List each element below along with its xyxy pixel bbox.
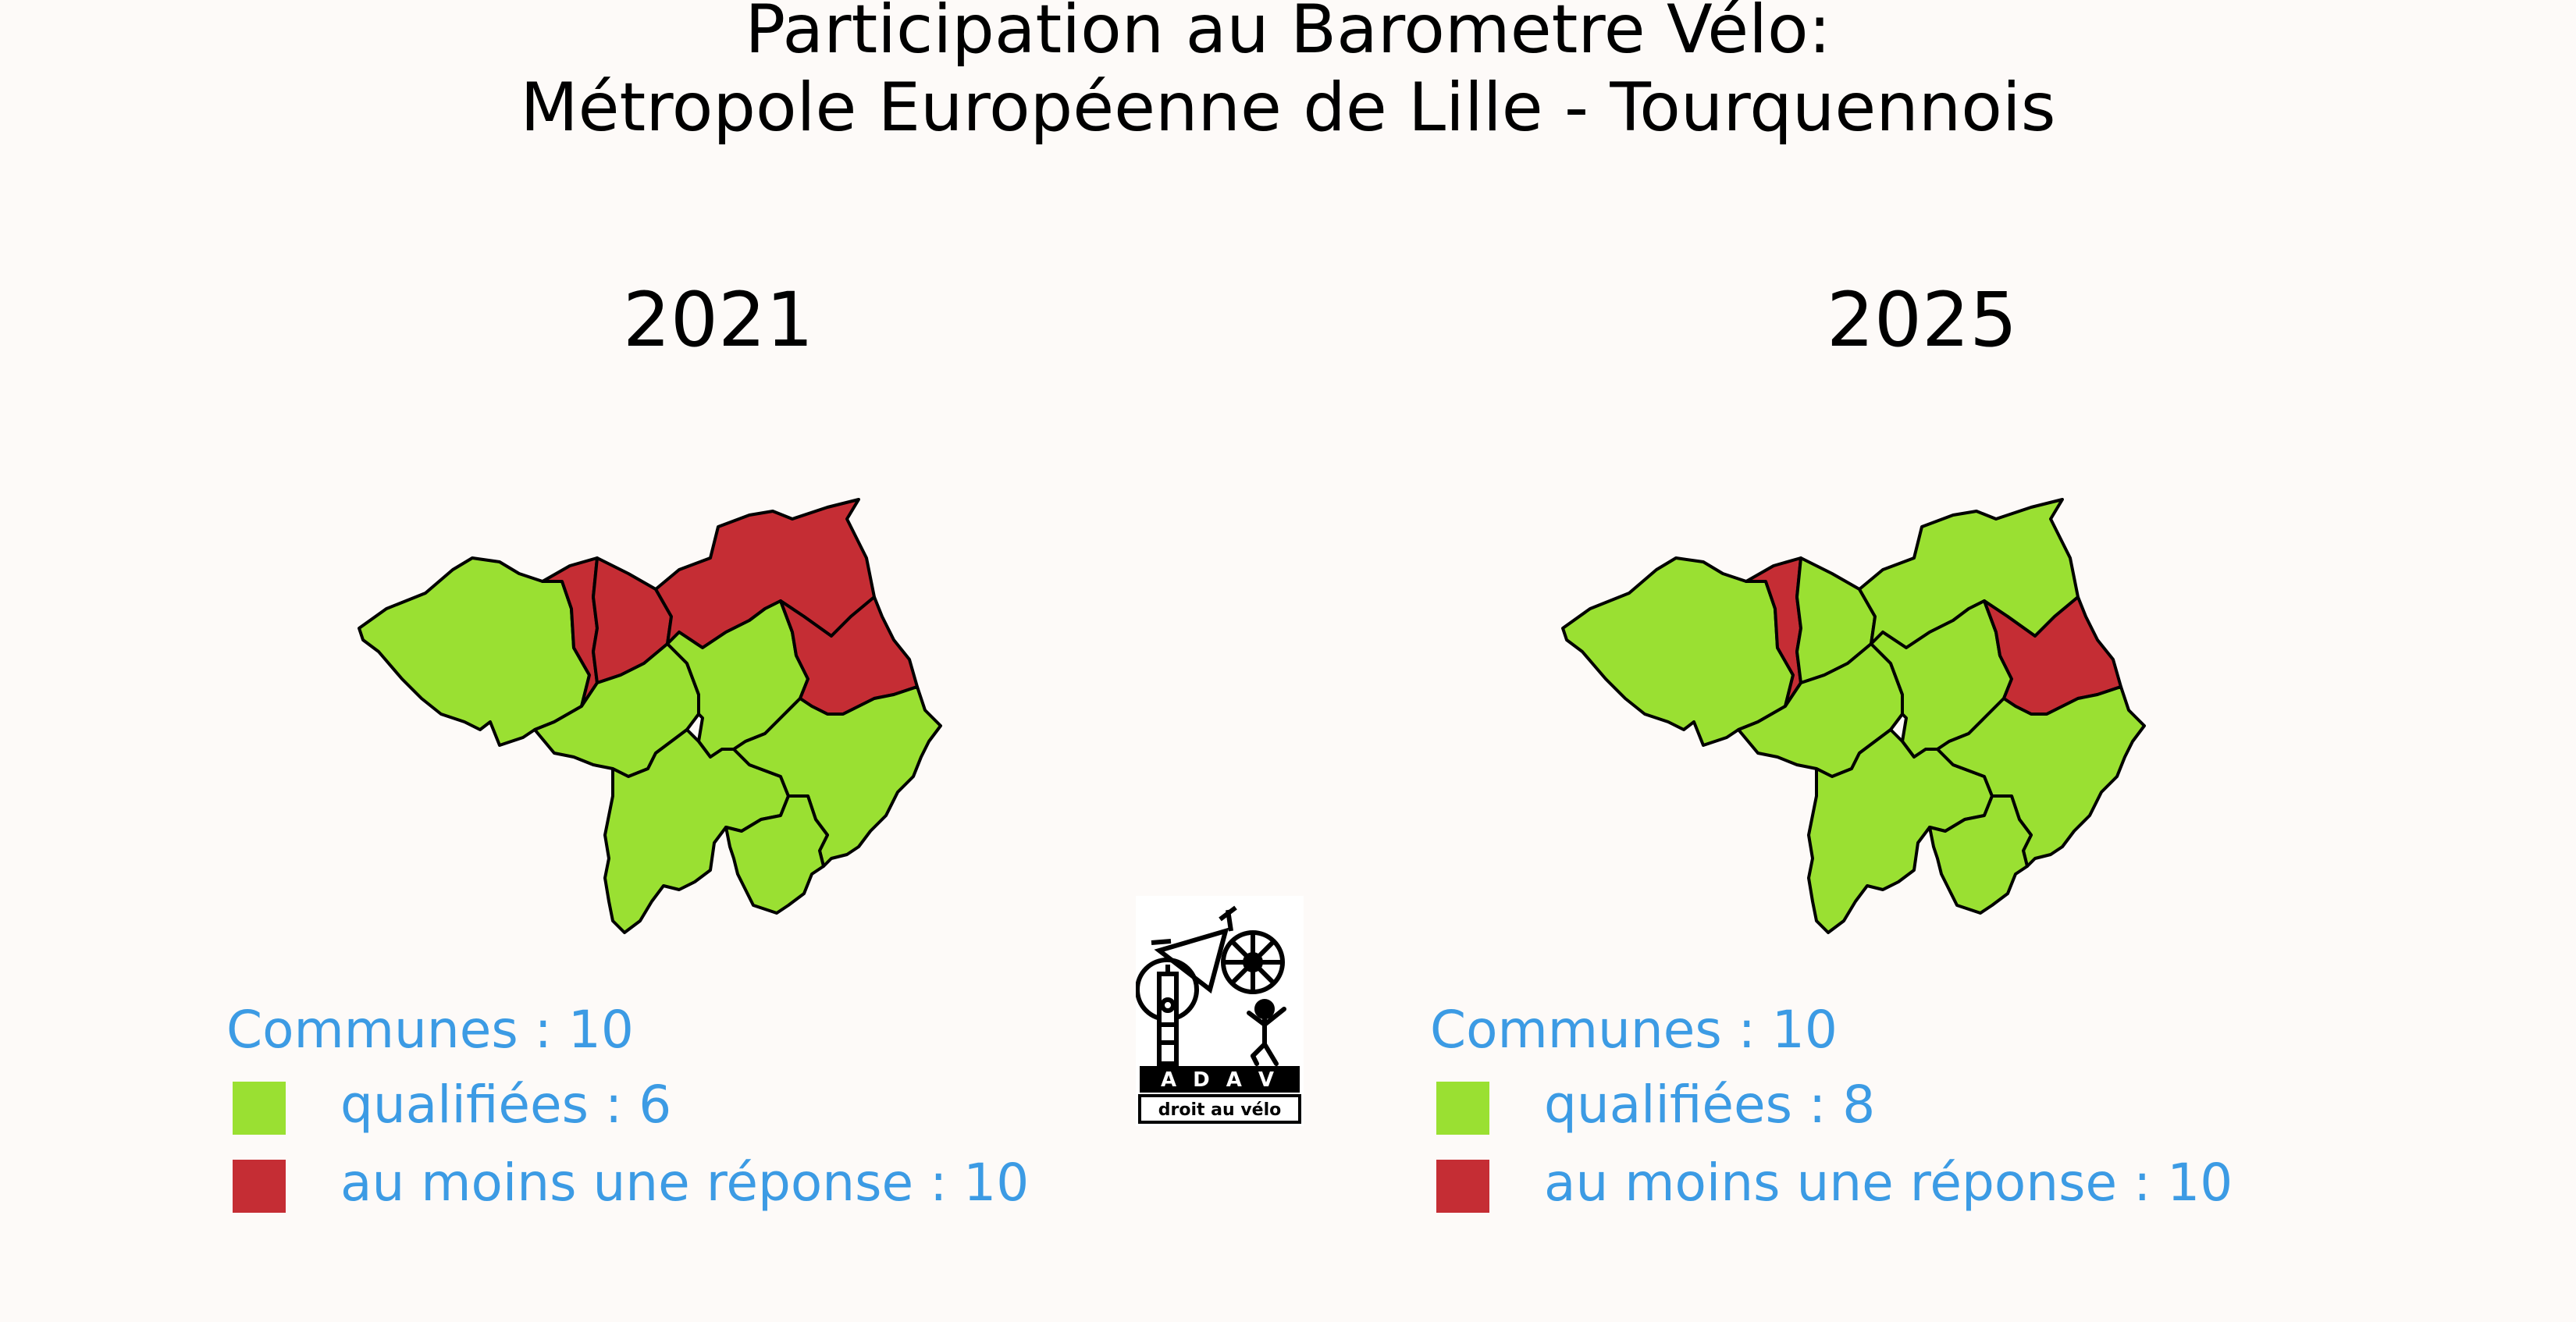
logo-subtitle-box: [1138, 1094, 1301, 1124]
commune-a-qualified: [1561, 556, 1795, 747]
legend-item-responded: au moins une réponse : 10: [1430, 1152, 2367, 1214]
commune-a-qualified: [358, 556, 591, 747]
legend-swatch-qualified: [1436, 1082, 1489, 1135]
commune-map-2021: [358, 498, 942, 934]
year-label-2021: 2021: [622, 276, 814, 364]
figure-title-line-1: Participation au Barometre Vélo:: [745, 0, 1831, 69]
legend-label-qualified: qualifiées : 6: [340, 1075, 672, 1135]
legend-item-qualified: qualifiées : 8: [1430, 1074, 2367, 1136]
legend-label-responded: au moins une réponse : 10: [1544, 1153, 2233, 1213]
bicycle-icon: [1151, 905, 1285, 994]
legend-2025: Communes : 10 qualifiées : 8 au moins un…: [1430, 999, 2367, 1233]
commune-map-2025: [1561, 498, 2146, 934]
legend-item-responded: au moins une réponse : 10: [226, 1152, 1163, 1214]
legend-title: Communes : 10: [1430, 1000, 1838, 1060]
legend-swatch-responded: [233, 1160, 286, 1213]
legend-swatch-qualified: [233, 1082, 286, 1135]
person-icon: [1247, 999, 1286, 1066]
commune-j-qualified: [1928, 794, 2033, 915]
logo-acronym: A D A V: [1161, 1068, 1279, 1092]
legend-item-qualified: qualifiées : 6: [226, 1074, 1163, 1136]
legend-swatch-responded: [1436, 1160, 1489, 1213]
legend-title: Communes : 10: [226, 1000, 634, 1060]
commune-j-qualified: [724, 794, 829, 915]
legend-2021: Communes : 10 qualifiées : 6 au moins un…: [226, 999, 1163, 1233]
logo-subtitle: droit au vélo: [1158, 1100, 1282, 1120]
legend-label-responded: au moins une réponse : 10: [340, 1153, 1030, 1213]
adav-logo: A D A V droit au vélo: [1136, 896, 1304, 1126]
legend-label-qualified: qualifiées : 8: [1544, 1075, 1876, 1135]
belfry-wheel-icon: [1136, 958, 1199, 1066]
figure-title-line-2: Métropole Européenne de Lille - Tourquen…: [520, 69, 2056, 147]
logo-acronym-band: [1140, 1066, 1300, 1093]
year-label-2025: 2025: [1826, 276, 2018, 364]
